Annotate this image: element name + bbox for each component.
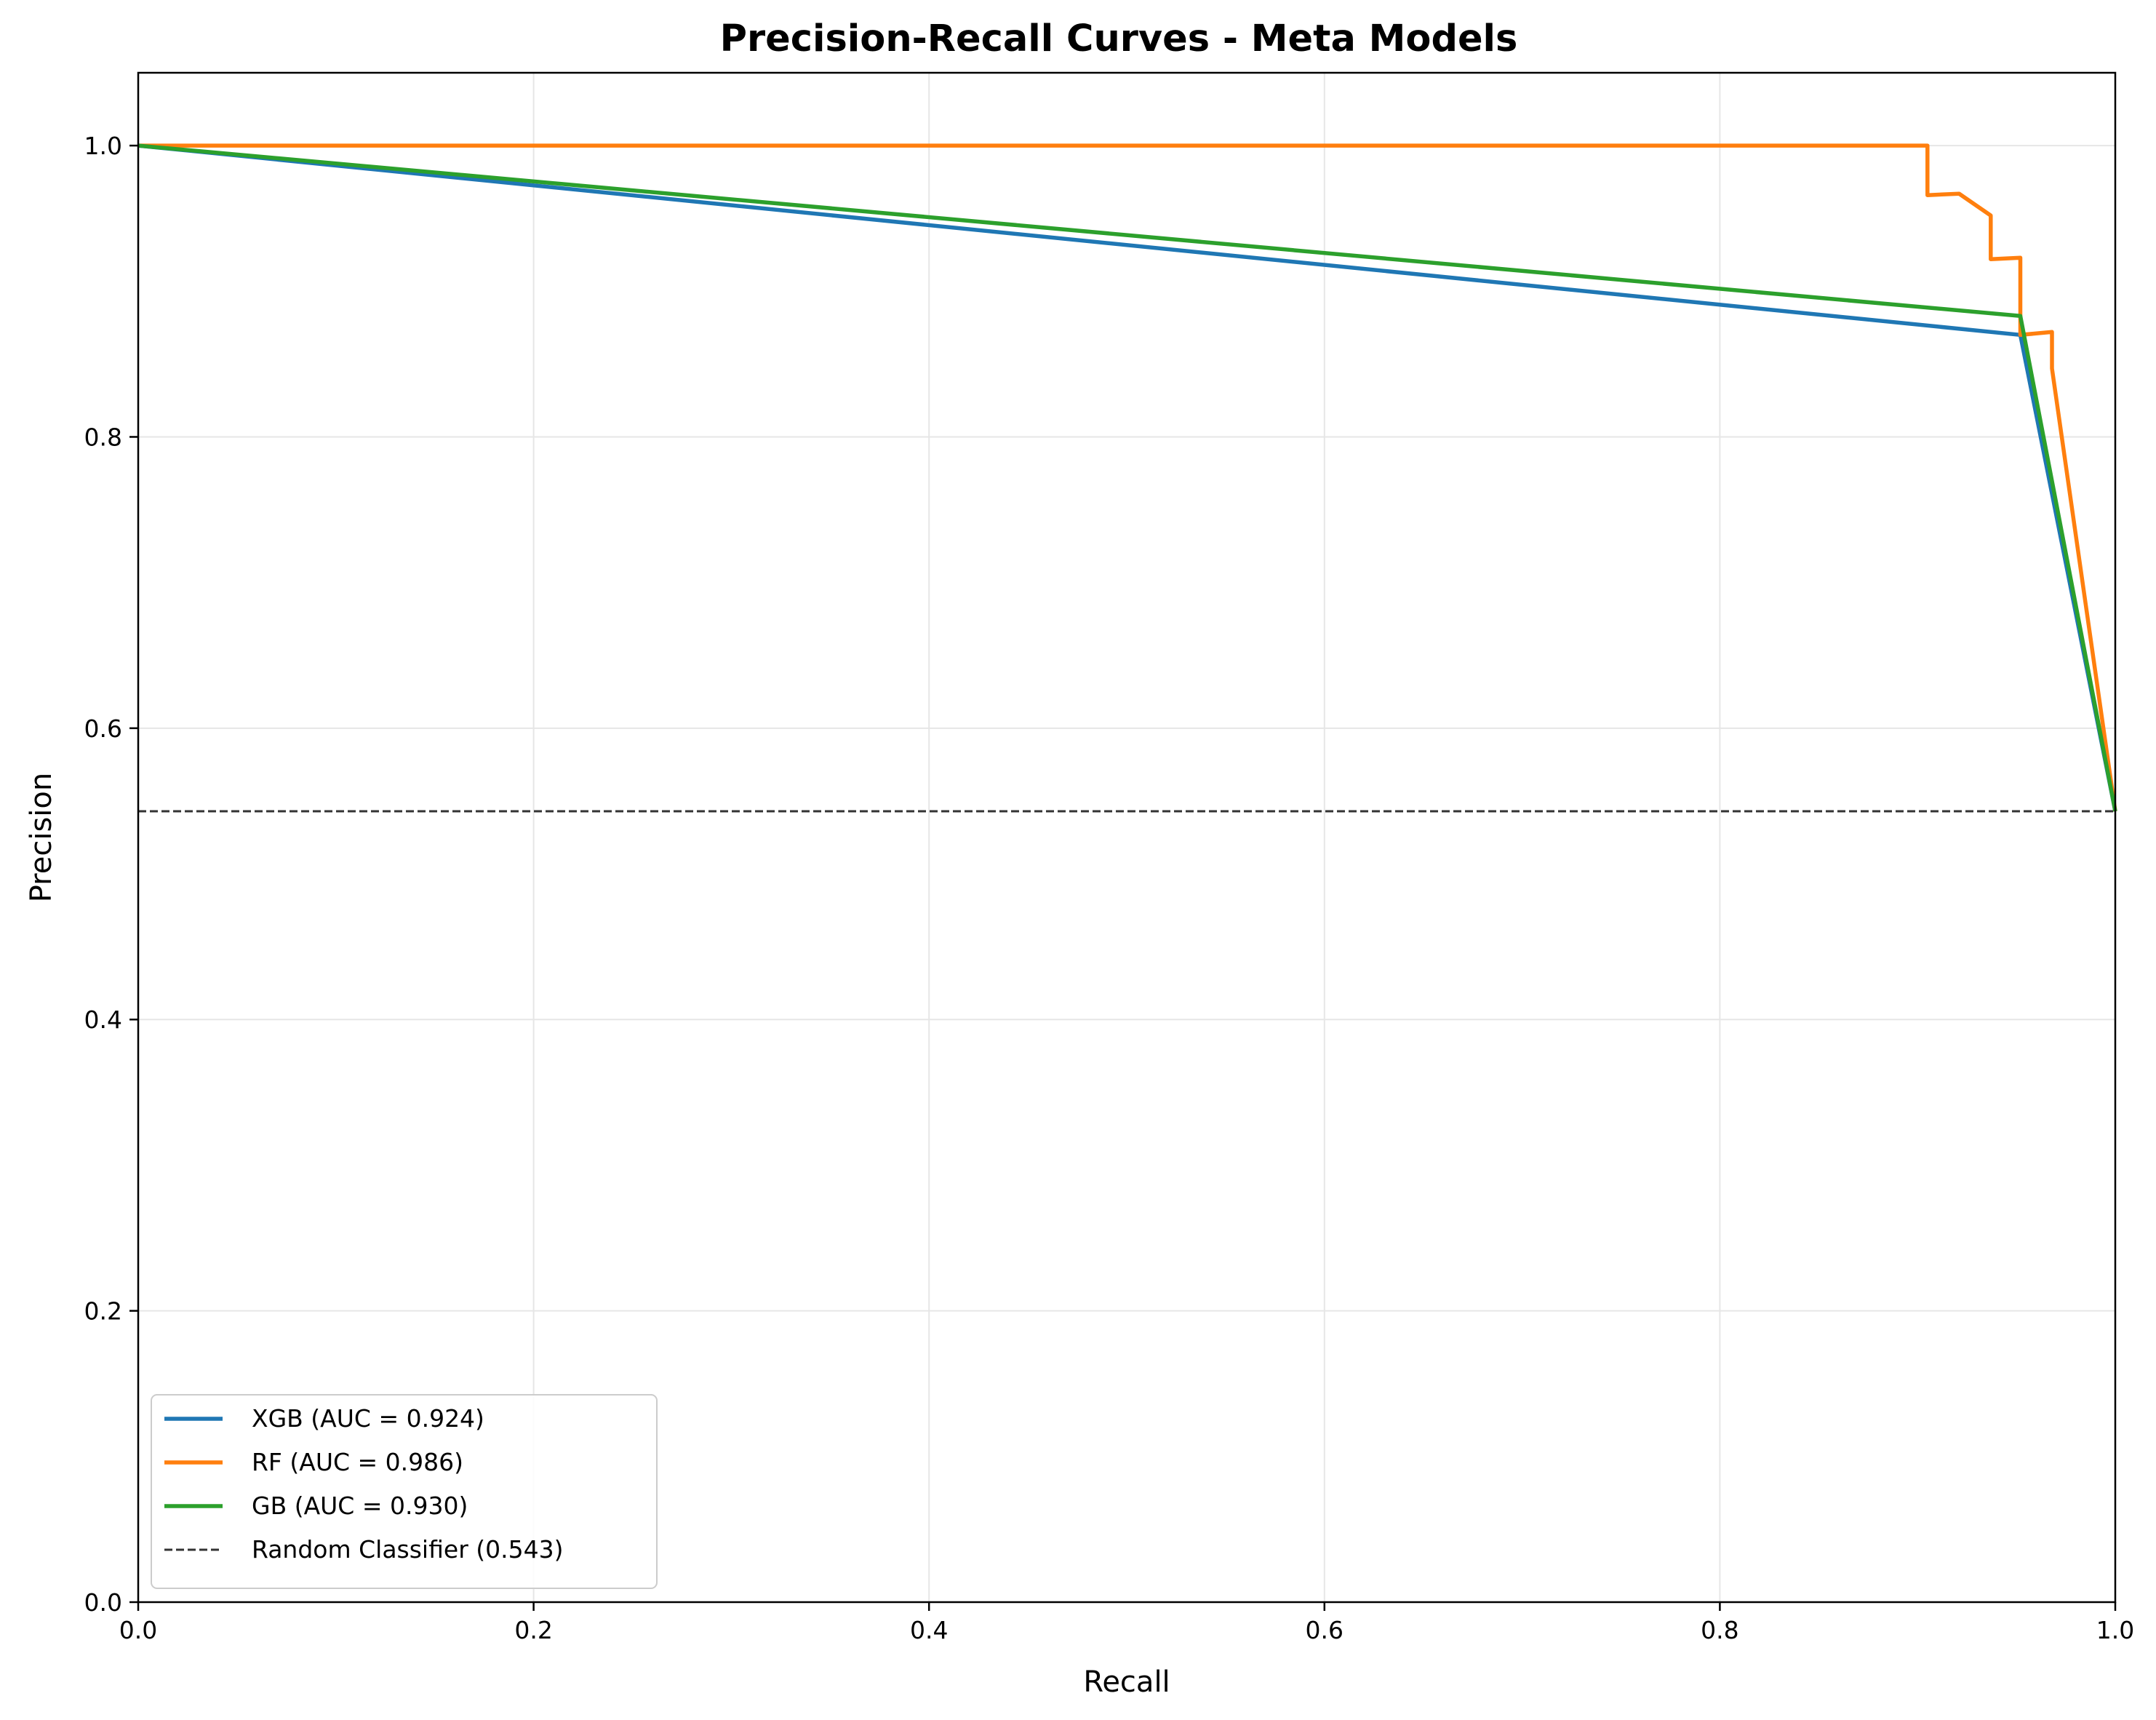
plot-lines [137,143,2117,813]
x-tick-label-3: 0.6 [1306,1616,1343,1644]
x-tick-label-0: 0.0 [119,1616,157,1644]
y-ticks: 0.0 0.2 0.4 0.6 0.8 1.0 [84,132,138,1617]
series-line-1 [138,143,2117,812]
series-line-2 [137,143,2117,812]
y-tick-label-3: 0.6 [84,714,122,743]
legend-label-0: XGB (AUC = 0.924) [252,1404,484,1433]
legend-label-1: RF (AUC = 0.986) [252,1448,463,1476]
grid [137,73,2116,1603]
y-tick-label-5: 1.0 [84,132,122,160]
x-axis-label: Recall [1083,1665,1170,1699]
axes-frame [137,71,2117,1604]
x-ticks: 0.0 0.2 0.4 0.6 0.8 1.0 [119,1602,2134,1644]
legend-box [151,1394,658,1589]
x-tick-label-5: 1.0 [2096,1616,2134,1644]
y-tick-label-0: 0.0 [84,1588,122,1617]
y-tick-label-2: 0.4 [84,1006,122,1034]
x-tick-label-4: 0.8 [1701,1616,1738,1644]
legend-label-2: GB (AUC = 0.930) [252,1492,468,1520]
y-tick-label-1: 0.2 [84,1297,122,1326]
x-tick-label-2: 0.4 [910,1616,948,1644]
y-axis-label: Precision [25,773,58,902]
y-tick-label-4: 0.8 [84,423,122,451]
legend-label-3: Random Classifier (0.543) [252,1535,563,1564]
legend: XGB (AUC = 0.924) RF (AUC = 0.986) GB (AUC… [151,1394,658,1589]
x-tick-label-1: 0.2 [514,1616,552,1644]
chart-title: Precision-Recall Curves - Meta Models [720,17,1518,60]
